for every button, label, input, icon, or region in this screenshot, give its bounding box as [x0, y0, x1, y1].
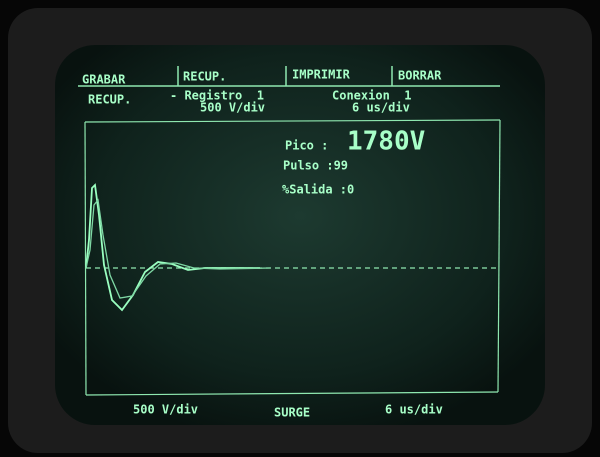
output: %Salida :0: [282, 183, 354, 197]
menu-item[interactable]: RECUP.: [183, 70, 226, 84]
footer-mode: SURGE: [274, 406, 310, 420]
footer-time: 6 us/div: [385, 403, 443, 417]
peak-label: Pico :: [285, 139, 328, 153]
peak-value: 1780V: [347, 127, 425, 157]
crt-photo: GRABAR RECUP. IMPRIMIR BORRAR RECUP. - R…: [0, 0, 600, 457]
menu-item[interactable]: BORRAR: [398, 69, 442, 83]
mode: RECUP.: [88, 93, 131, 107]
time-per-div: 6 us/div: [352, 101, 410, 115]
volts-per-div: 500 V/div: [200, 101, 265, 115]
menu-item[interactable]: IMPRIMIR: [292, 68, 351, 82]
pulse: Pulso :99: [283, 159, 348, 173]
menu-item[interactable]: GRABAR: [82, 73, 126, 87]
footer-volts: 500 V/div: [133, 403, 198, 417]
